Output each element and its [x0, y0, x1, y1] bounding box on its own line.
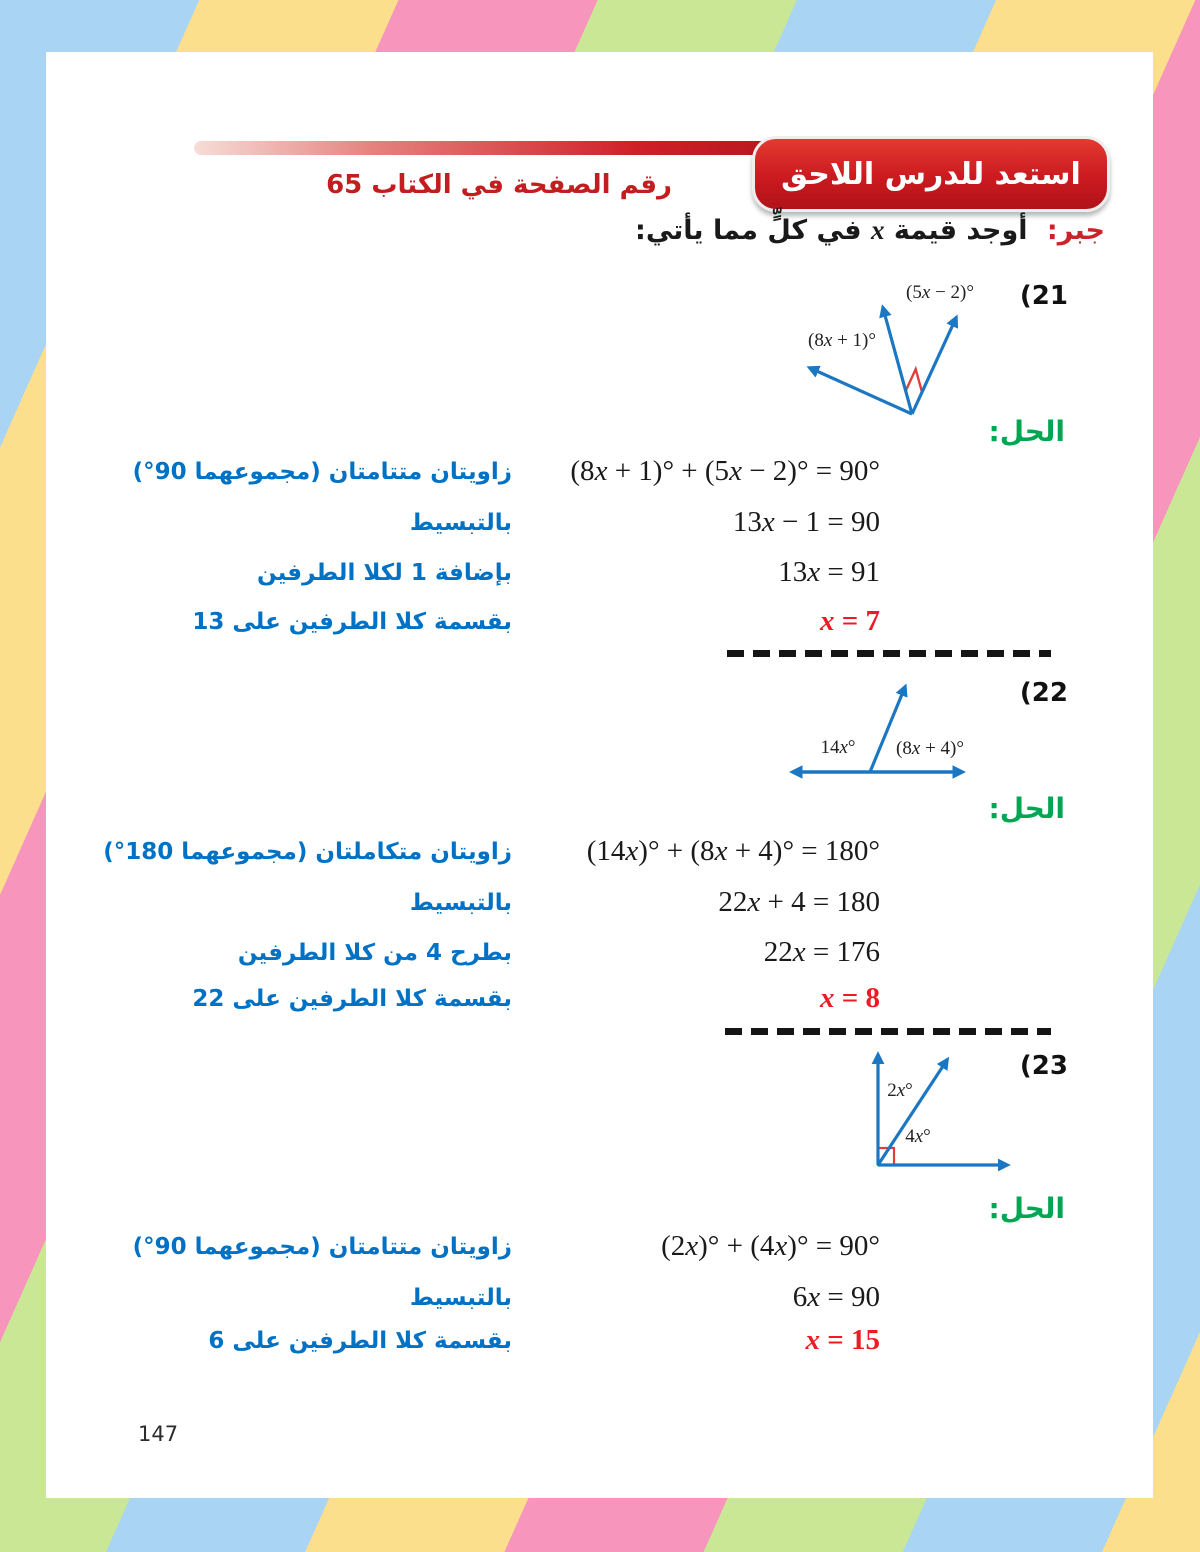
- ray-left: [806, 365, 913, 416]
- angle-label: 4x°: [905, 1126, 931, 1147]
- banner-title: استعد للدرس اللاحق: [781, 156, 1081, 192]
- step-note: بالتبسيط: [409, 510, 512, 536]
- problem-22-rays-svg: [788, 683, 967, 779]
- equation: 6x = 90: [792, 1281, 880, 1313]
- equation: (8x + 1)° + (5x − 2)° = 90°: [570, 455, 880, 487]
- ray-up-right: [910, 314, 959, 415]
- step-note: بقسمة كلا الطرفين على 13: [192, 609, 512, 635]
- problem-21-number: (21: [1019, 281, 1068, 311]
- problem-21-angle-diagram: (5x − 2)° (8x + 1)°: [770, 280, 1010, 440]
- step-note: زاويتان متتامتان (مجموعهما 90°): [132, 1234, 512, 1260]
- angle-label: 14x°: [820, 737, 856, 758]
- angle-label: 2x°: [887, 1080, 913, 1101]
- problem-23-angle-diagram: 2x° 4x°: [820, 1040, 1040, 1185]
- section-heading: جبر: أوجد قيمة x في كلٍّ مما يأتي:: [635, 215, 1105, 246]
- problem-22-angle-diagram: 14x° (8x + 4)°: [780, 665, 1020, 790]
- angle-label: (5x − 2)°: [906, 282, 974, 303]
- equation: (14x)° + (8x + 4)° = 180°: [586, 835, 880, 867]
- banner-pill: استعد للدرس اللاحق: [752, 136, 1110, 212]
- step-note: زاويتان متتامتان (مجموعهما 90°): [132, 459, 512, 485]
- answer-equation: x = 15: [805, 1324, 880, 1356]
- ray-diagonal: [876, 1056, 950, 1166]
- angle-label: (8x + 1)°: [808, 330, 876, 351]
- dashed-separator: [727, 650, 1051, 657]
- solution-label: الحل:: [988, 792, 1065, 825]
- equation: (2x)° + (4x)° = 90°: [661, 1230, 880, 1262]
- equation: 13x = 91: [778, 556, 880, 588]
- banner-gradient-bar: [194, 141, 784, 155]
- heading-text-after: في كلٍّ مما يأتي:: [635, 215, 862, 246]
- step-note: زاويتان متكاملتان (مجموعهما 180°): [103, 839, 512, 865]
- step-note: بالتبسيط: [409, 890, 512, 916]
- step-note: بقسمة كلا الطرفين على 22: [192, 986, 512, 1012]
- problem-23-number: (23: [1019, 1051, 1068, 1081]
- answer-equation: x = 7: [819, 605, 880, 637]
- textbook-page: استعد للدرس اللاحق رقم الصفحة في الكتاب …: [46, 52, 1153, 1498]
- heading-variable-x: x: [870, 215, 885, 245]
- step-note: بطرح 4 من كلا الطرفين: [237, 940, 512, 966]
- heading-label: جبر:: [1046, 215, 1105, 246]
- step-note: بالتبسيط: [409, 1285, 512, 1311]
- banner-subtitle: رقم الصفحة في الكتاب 65: [326, 170, 672, 200]
- ray-up-right: [868, 683, 908, 773]
- answer-equation: x = 8: [819, 982, 880, 1014]
- heading-text-before: أوجد قيمة: [893, 215, 1028, 246]
- equation: 22x + 4 = 180: [718, 886, 880, 918]
- problem-22-number: (22: [1019, 678, 1068, 708]
- dashed-separator: [725, 1028, 1051, 1035]
- equation: 22x = 176: [763, 936, 880, 968]
- problem-21-rays-svg: [806, 304, 959, 416]
- right-angle-mark: [904, 365, 924, 393]
- angle-label: (8x + 4)°: [896, 738, 964, 759]
- step-note: بقسمة كلا الطرفين على 6: [208, 1328, 512, 1354]
- ray-up-left: [879, 304, 914, 415]
- solution-label: الحل:: [988, 415, 1065, 448]
- solution-label: الحل:: [988, 1192, 1065, 1225]
- problem-23-rays-svg: [871, 1051, 1011, 1172]
- equation: 13x − 1 = 90: [732, 506, 880, 538]
- page-number: 147: [138, 1422, 179, 1446]
- step-note: بإضافة 1 لكلا الطرفين: [256, 560, 512, 586]
